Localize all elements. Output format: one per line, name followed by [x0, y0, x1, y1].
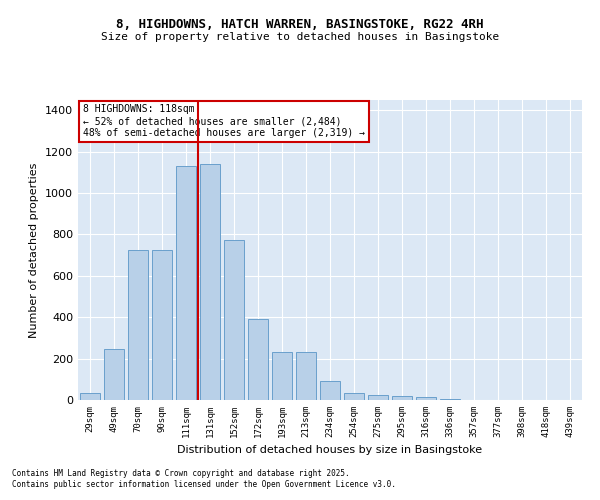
Bar [440, 399, 460, 400]
Bar [200, 164, 220, 400]
Y-axis label: Number of detached properties: Number of detached properties [29, 162, 40, 338]
Bar [248, 320, 268, 400]
Bar [104, 350, 124, 400]
Bar [296, 352, 316, 400]
Bar [272, 352, 292, 400]
Text: Size of property relative to detached houses in Basingstoke: Size of property relative to detached ho… [101, 32, 499, 42]
Bar [152, 250, 172, 400]
Text: 8, HIGHDOWNS, HATCH WARREN, BASINGSTOKE, RG22 4RH: 8, HIGHDOWNS, HATCH WARREN, BASINGSTOKE,… [116, 18, 484, 30]
Text: 8 HIGHDOWNS: 118sqm
← 52% of detached houses are smaller (2,484)
48% of semi-det: 8 HIGHDOWNS: 118sqm ← 52% of detached ho… [83, 104, 365, 138]
Bar [416, 397, 436, 400]
Bar [320, 382, 340, 400]
Bar [344, 393, 364, 400]
Bar [392, 396, 412, 400]
Text: Contains public sector information licensed under the Open Government Licence v3: Contains public sector information licen… [12, 480, 396, 489]
Bar [224, 240, 244, 400]
Bar [80, 393, 100, 400]
Text: Contains HM Land Registry data © Crown copyright and database right 2025.: Contains HM Land Registry data © Crown c… [12, 468, 350, 477]
X-axis label: Distribution of detached houses by size in Basingstoke: Distribution of detached houses by size … [178, 446, 482, 456]
Bar [176, 166, 196, 400]
Bar [128, 250, 148, 400]
Bar [368, 395, 388, 400]
